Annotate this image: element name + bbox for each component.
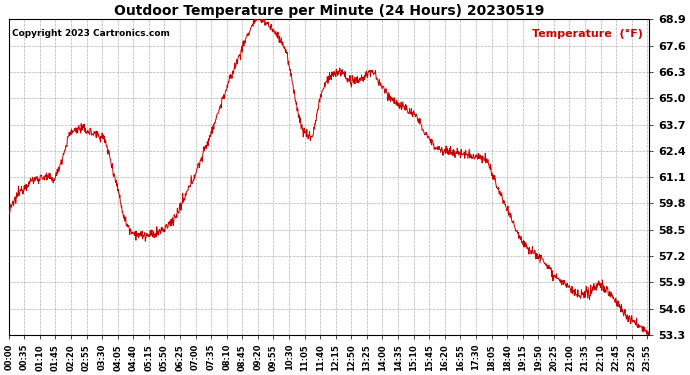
Text: Copyright 2023 Cartronics.com: Copyright 2023 Cartronics.com xyxy=(12,29,170,38)
Title: Outdoor Temperature per Minute (24 Hours) 20230519: Outdoor Temperature per Minute (24 Hours… xyxy=(114,4,544,18)
Text: Temperature  (°F): Temperature (°F) xyxy=(532,29,642,39)
